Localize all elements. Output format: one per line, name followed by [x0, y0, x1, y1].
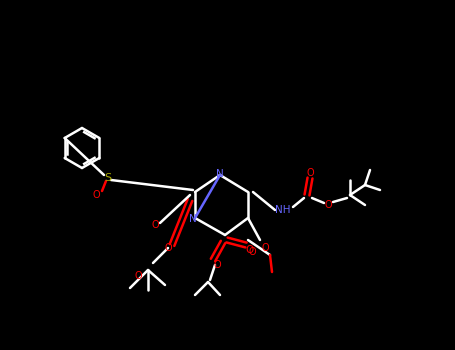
Text: S: S [105, 173, 111, 183]
Text: O: O [261, 243, 269, 253]
Text: N: N [189, 214, 197, 224]
Text: O: O [164, 243, 172, 253]
Text: O: O [151, 220, 159, 230]
Text: O: O [134, 271, 142, 281]
Text: O: O [324, 200, 332, 210]
Text: O: O [92, 190, 100, 200]
Text: O: O [306, 168, 314, 178]
Text: NH: NH [275, 205, 291, 215]
Text: O: O [213, 260, 221, 270]
Text: O: O [246, 245, 254, 255]
Text: N: N [216, 169, 224, 179]
Text: O: O [248, 247, 256, 257]
